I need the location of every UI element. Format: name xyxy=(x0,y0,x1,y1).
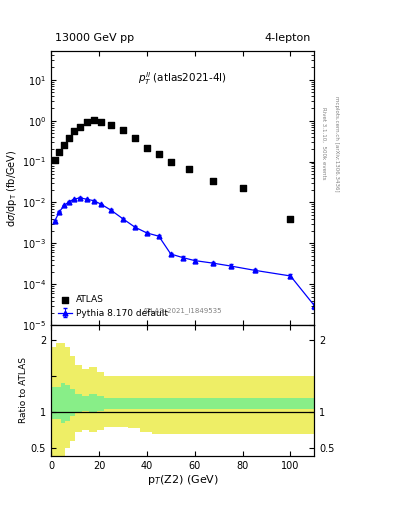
ATLAS xyxy=(108,120,114,129)
X-axis label: p$_T$(Z2) (GeV): p$_T$(Z2) (GeV) xyxy=(147,473,219,487)
Text: ATLAS_2021_I1849535: ATLAS_2021_I1849535 xyxy=(143,308,222,314)
ATLAS xyxy=(185,165,192,174)
Text: 13000 GeV pp: 13000 GeV pp xyxy=(55,33,134,44)
ATLAS xyxy=(168,158,174,166)
Text: Rivet 3.1.10,  500k events: Rivet 3.1.10, 500k events xyxy=(322,107,327,180)
ATLAS xyxy=(51,156,58,164)
Y-axis label: d$\sigma$/dp$_\mathrm{T}$ (fb/GeV): d$\sigma$/dp$_\mathrm{T}$ (fb/GeV) xyxy=(5,150,19,227)
ATLAS xyxy=(71,127,77,135)
ATLAS xyxy=(239,184,246,193)
ATLAS xyxy=(56,148,62,156)
ATLAS xyxy=(91,116,97,124)
Y-axis label: Ratio to ATLAS: Ratio to ATLAS xyxy=(19,357,28,423)
ATLAS xyxy=(132,134,138,142)
ATLAS xyxy=(66,134,72,142)
ATLAS xyxy=(209,177,216,185)
ATLAS xyxy=(84,118,90,126)
ATLAS xyxy=(287,215,294,223)
ATLAS xyxy=(156,151,162,159)
Legend: ATLAS, Pythia 8.170 default: ATLAS, Pythia 8.170 default xyxy=(55,293,171,321)
Text: $p_T^{ll}$ (atlas2021-4l): $p_T^{ll}$ (atlas2021-4l) xyxy=(138,70,227,87)
ATLAS xyxy=(77,122,83,131)
ATLAS xyxy=(61,141,68,150)
ATLAS xyxy=(144,143,150,152)
Text: 4-lepton: 4-lepton xyxy=(264,33,310,44)
ATLAS xyxy=(98,118,105,126)
Text: mcplots.cern.ch [arXiv:1306.3436]: mcplots.cern.ch [arXiv:1306.3436] xyxy=(334,96,338,191)
ATLAS xyxy=(120,125,126,134)
